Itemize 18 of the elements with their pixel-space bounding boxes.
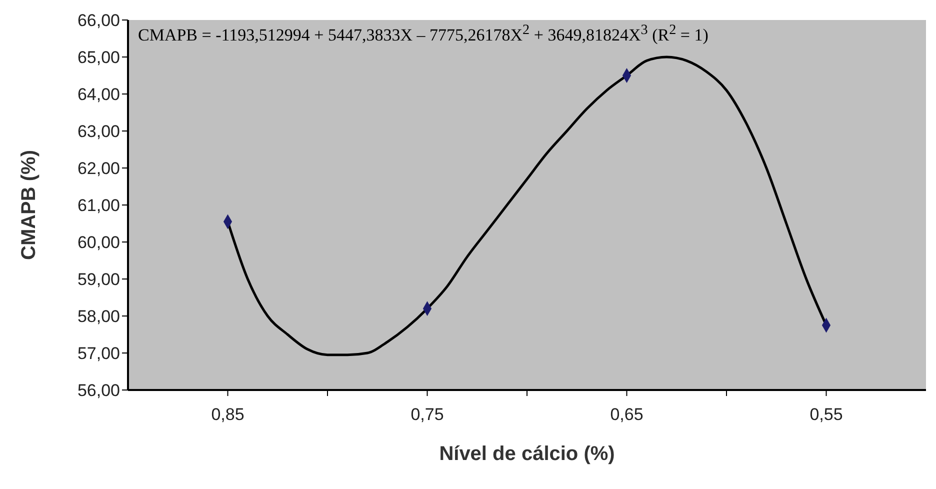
y-tick-label: 58,00 (77, 307, 120, 326)
y-tick-label: 66,00 (77, 11, 120, 30)
annotation: CMAPB = -1193,512994 + 5447,3833X – 7775,26178X$^{2}$ + 3649,81824X$^{3}$ (R$^{2}$ = 1) (138, 22, 708, 46)
y-tick-label: 64,00 (77, 85, 120, 104)
y-tick-label: 59,00 (77, 270, 120, 290)
y-tick-label: 62,00 (77, 159, 120, 178)
x-tick-label: 0,55 (810, 405, 843, 424)
x-tick-label: 0,85 (211, 405, 244, 424)
y-tick-label: 57,00 (77, 344, 120, 364)
y-tick-label: 60,00 (77, 233, 120, 252)
y-tick-label: 61,00 (77, 196, 120, 216)
y-axis-title: CMAPB (%) (18, 150, 40, 260)
x-axis-title: Nível de cálcio (%) (439, 443, 615, 465)
x-tick-label: 0,75 (410, 405, 444, 424)
x-tick-label: 0,65 (610, 405, 644, 424)
y-tick-label: 65,00 (77, 48, 120, 68)
y-tick-label: 63,00 (77, 122, 120, 142)
y-tick-label: 56,00 (77, 381, 120, 400)
